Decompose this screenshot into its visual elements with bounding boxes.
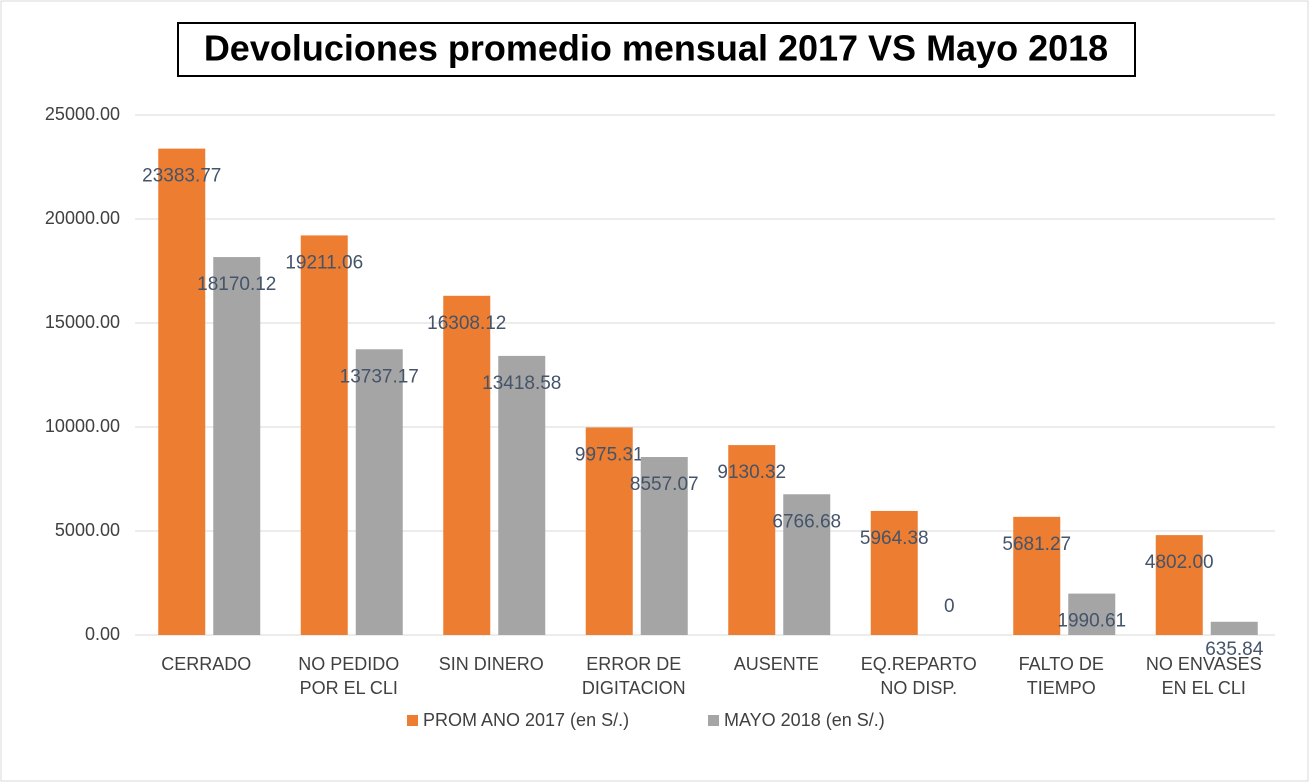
- y-tick-label: 15000.00: [45, 312, 120, 332]
- x-tick-label: FALTO DE TIEMPO: [1019, 654, 1104, 698]
- bar: [498, 355, 546, 635]
- x-tick-label: CERRADO: [161, 654, 251, 674]
- value-label: 18170.12: [197, 274, 276, 295]
- bar: [1155, 535, 1203, 635]
- bar: [213, 257, 261, 635]
- x-tick-label: AUSENTE: [734, 654, 819, 674]
- bar: [443, 295, 491, 635]
- bar: [728, 445, 776, 635]
- bar: [1210, 621, 1258, 635]
- value-label: 19211.06: [285, 252, 363, 273]
- value-label: 13418.58: [482, 373, 561, 394]
- y-tick-label: 0.00: [85, 624, 120, 644]
- value-label: 635.84: [1205, 639, 1264, 660]
- chart-title: Devoluciones promedio mensual 2017 VS Ma…: [204, 28, 1108, 69]
- value-label: 8557.07: [630, 474, 699, 495]
- bar: [783, 494, 831, 635]
- y-tick-label: 5000.00: [55, 520, 120, 540]
- bar: [158, 148, 206, 635]
- value-label: 23383.77: [142, 166, 221, 187]
- bar: [870, 510, 918, 635]
- bar: [300, 235, 348, 635]
- legend-swatch: [407, 715, 418, 726]
- value-label: 4802.00: [1145, 552, 1214, 573]
- legend-label: MAYO 2018 (en S/.): [724, 710, 885, 730]
- y-tick-label: 25000.00: [45, 104, 120, 124]
- x-tick-label: ERROR DE DIGITACION: [582, 654, 686, 698]
- value-label: 1990.61: [1057, 611, 1126, 632]
- y-tick-label: 20000.00: [45, 208, 120, 228]
- value-label: 5964.38: [860, 528, 929, 549]
- bar: [355, 349, 403, 635]
- value-label: 13737.17: [340, 366, 419, 387]
- value-label: 6766.68: [772, 511, 841, 532]
- x-tick-label: SIN DINERO: [439, 654, 544, 674]
- title-box: [177, 22, 1136, 77]
- bar: [1068, 593, 1116, 635]
- value-label: 9130.32: [717, 462, 786, 483]
- x-tick-label: NO PEDIDO POR EL CLI: [298, 654, 399, 698]
- value-label: 0: [944, 596, 955, 617]
- x-tick-label: NO ENVASES EN EL CLI: [1146, 654, 1262, 698]
- value-label: 9975.31: [575, 445, 644, 466]
- legend-label: PROM ANO 2017 (en S/.): [423, 710, 629, 730]
- bar: [585, 427, 633, 635]
- value-label: 16308.12: [427, 313, 506, 334]
- value-label: 5681.27: [1002, 534, 1071, 555]
- bar: [1013, 516, 1061, 635]
- y-tick-label: 10000.00: [45, 416, 120, 436]
- bar: [640, 457, 688, 635]
- legend-swatch: [708, 715, 719, 726]
- x-tick-label: EQ.REPARTO NO DISP.: [861, 654, 977, 698]
